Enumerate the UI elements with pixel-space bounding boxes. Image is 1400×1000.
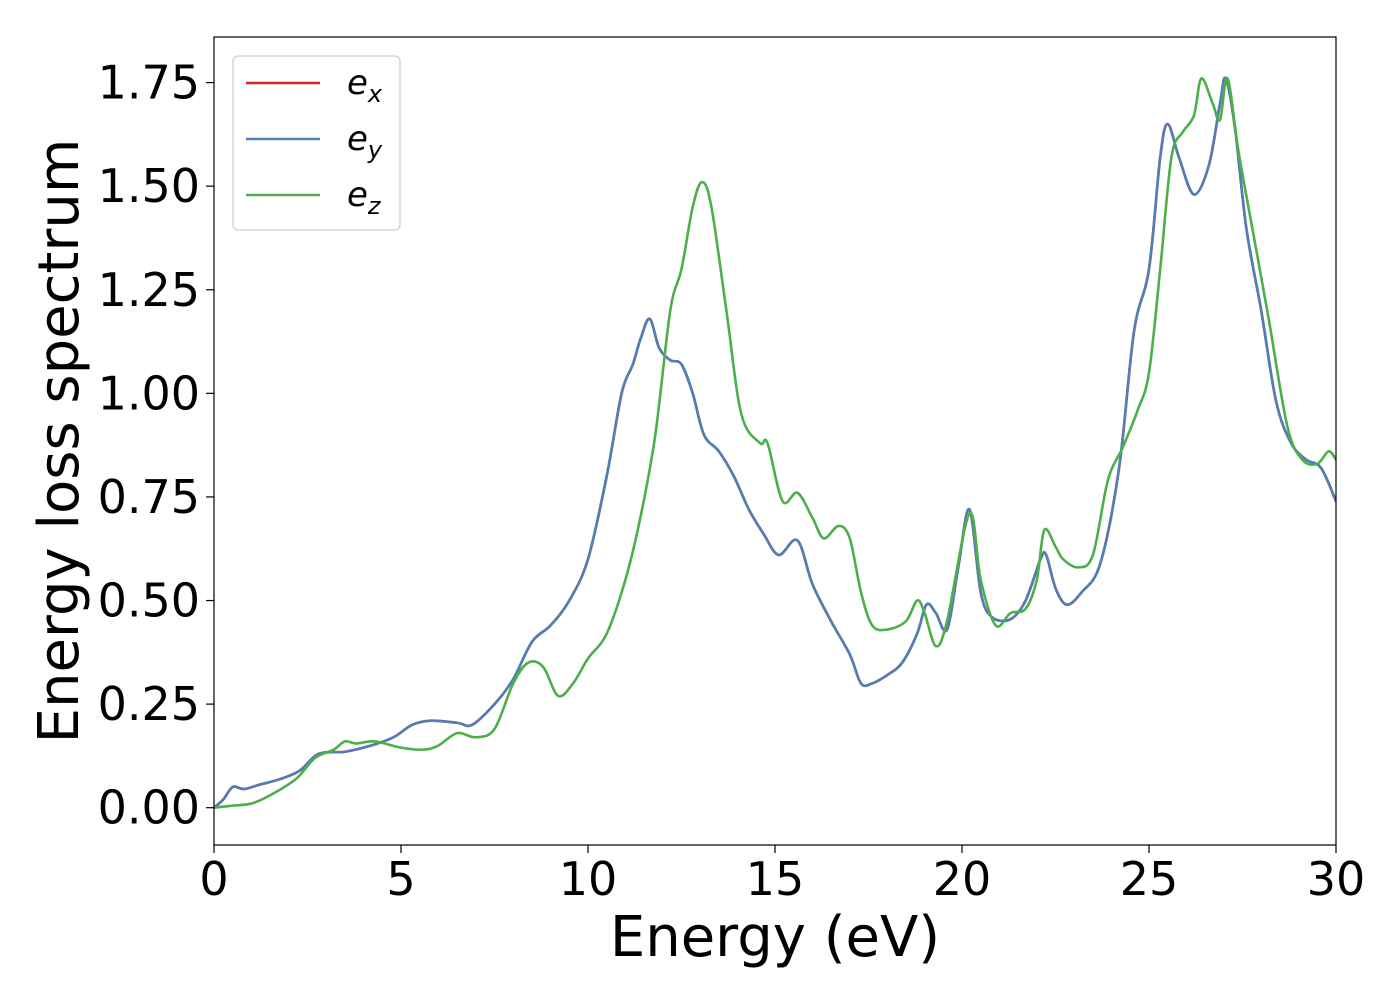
y-tick-label: 1.75 <box>98 56 200 110</box>
y-tick-label: 0.75 <box>98 470 200 524</box>
x-tick-label: 15 <box>746 852 805 906</box>
x-tick-label: 10 <box>559 852 618 906</box>
x-axis-title: Energy (eV) <box>610 905 940 970</box>
y-tick-label: 1.00 <box>98 366 200 420</box>
series-line-e-y <box>214 76 1336 810</box>
series-layer <box>214 76 1336 810</box>
legend-label-e-x: ex <box>347 63 383 108</box>
y-tick-label: 0.50 <box>98 574 200 628</box>
x-axis: 0 5 10 15 20 25 30 <box>199 845 1365 906</box>
series-line-e-z <box>214 77 1336 810</box>
x-tick-label: 20 <box>933 852 992 906</box>
x-tick-label: 5 <box>386 852 415 906</box>
y-tick-label: 0.00 <box>98 781 200 835</box>
y-tick-label: 1.50 <box>98 159 200 213</box>
legend-box <box>232 55 401 231</box>
x-tick-label: 25 <box>1120 852 1179 906</box>
y-axis-title: Energy loss spectrum <box>27 139 92 744</box>
y-axis: 0.00 0.25 0.50 0.75 1.00 1.25 1.50 1.75 <box>98 56 214 835</box>
y-tick-label: 0.25 <box>98 677 200 731</box>
x-tick-label: 30 <box>1307 852 1366 906</box>
legend-label-e-y: ey <box>347 119 383 164</box>
y-tick-label: 1.25 <box>98 263 200 317</box>
x-tick-label: 0 <box>199 852 228 906</box>
